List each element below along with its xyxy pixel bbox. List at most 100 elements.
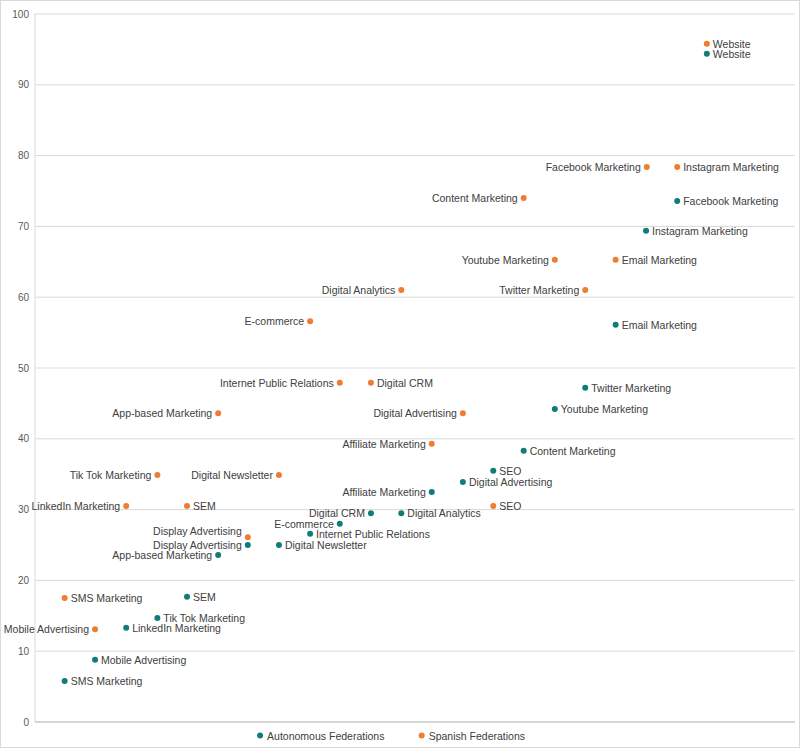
legend: Autonomous FederationsSpanish Federation… [257, 730, 525, 742]
point [184, 503, 190, 509]
point [123, 503, 129, 509]
grid-line [35, 651, 795, 652]
point-label: E-commerce [245, 315, 305, 327]
chart: 0102030405060708090100WebsiteFacebook Ma… [0, 0, 800, 748]
point-label: Mobile Advertising [4, 623, 89, 635]
point-label: SEO [499, 500, 521, 512]
point-label: Digital Analytics [322, 284, 396, 296]
point [62, 678, 68, 684]
point-label: Digital Newsletter [285, 539, 367, 551]
point-label: Digital Newsletter [191, 469, 273, 481]
point [368, 510, 374, 516]
point [704, 51, 710, 57]
point [245, 534, 251, 540]
point-label: App-based Marketing [112, 549, 212, 561]
y-tick-label: 60 [18, 292, 30, 303]
y-tick-label: 20 [18, 575, 30, 586]
point-label: Internet Public Relations [220, 377, 334, 389]
point [123, 625, 129, 631]
point [460, 479, 466, 485]
grid-line [35, 297, 795, 298]
point-label: Content Marketing [530, 445, 616, 457]
x-axis-line [35, 722, 795, 723]
point [643, 228, 649, 234]
point [276, 472, 282, 478]
point [307, 531, 313, 537]
point-label: Digital Advertising [469, 476, 553, 488]
grid-line [35, 14, 795, 15]
marks [62, 41, 710, 684]
point [613, 322, 619, 328]
point [154, 472, 160, 478]
point-label: SEM [193, 591, 216, 603]
point-label: Youtube Marketing [462, 254, 549, 266]
point [215, 552, 221, 558]
point-label: Youtube Marketing [561, 403, 648, 415]
point [552, 257, 558, 263]
point-label: Instagram Marketing [652, 225, 748, 237]
point-label: Instagram Marketing [683, 161, 779, 173]
y-tick-label: 30 [18, 504, 30, 515]
y-tick-label: 50 [18, 363, 30, 374]
point [582, 287, 588, 293]
y-tick-label: 80 [18, 150, 30, 161]
point [92, 626, 98, 632]
point [674, 164, 680, 170]
y-tick-label: 90 [18, 79, 30, 90]
point-label: Facebook Marketing [546, 161, 641, 173]
point [184, 594, 190, 600]
point [521, 195, 527, 201]
point [398, 510, 404, 516]
point [398, 287, 404, 293]
point-label: LinkedIn Marketing [31, 500, 120, 512]
point-label: Affiliate Marketing [342, 438, 425, 450]
point-label: Content Marketing [432, 192, 518, 204]
point-labels: Website Facebook Marketing Instagram Marke… [4, 38, 779, 687]
point [337, 380, 343, 386]
point [644, 164, 650, 170]
legend-marker [419, 733, 425, 739]
point [215, 410, 221, 416]
point-label: App-based Marketing [112, 407, 212, 419]
legend-label: Autonomous Federations [267, 730, 384, 742]
point [521, 448, 527, 454]
y-tick-label: 10 [18, 646, 30, 657]
point [62, 595, 68, 601]
y-tick-label: 100 [12, 9, 29, 20]
point [276, 542, 282, 548]
point [368, 380, 374, 386]
chart-frame [1, 1, 800, 748]
point [552, 406, 558, 412]
point-label: SEM [193, 500, 216, 512]
grid-line [35, 368, 795, 369]
point-label: Digital Advertising [373, 407, 457, 419]
point [613, 257, 619, 263]
point-label: SEO [499, 465, 521, 477]
point-label: Twitter Marketing [591, 382, 671, 394]
point [429, 441, 435, 447]
point-label: Twitter Marketing [499, 284, 579, 296]
y-tick-label: 0 [23, 717, 29, 728]
grid-line [35, 580, 795, 581]
point-label: Mobile Advertising [101, 654, 186, 666]
point [337, 521, 343, 527]
legend-marker [257, 733, 263, 739]
point [490, 503, 496, 509]
point-label: Display Advertising [153, 525, 242, 537]
point [429, 489, 435, 495]
y-axis-line [35, 14, 36, 722]
point [307, 318, 313, 324]
point [154, 615, 160, 621]
point-label: Internet Public Relations [316, 528, 430, 540]
point-label: Digital Analytics [407, 507, 481, 519]
point [674, 198, 680, 204]
grid-line [35, 722, 795, 723]
point [460, 410, 466, 416]
point-label: Email Marketing [622, 319, 697, 331]
y-tick-label: 70 [18, 221, 30, 232]
point-label: Website [713, 38, 751, 50]
point-label: Digital CRM [377, 377, 433, 389]
point-label: Email Marketing [622, 254, 697, 266]
point-label: SMS Marketing [71, 592, 143, 604]
point [582, 385, 588, 391]
